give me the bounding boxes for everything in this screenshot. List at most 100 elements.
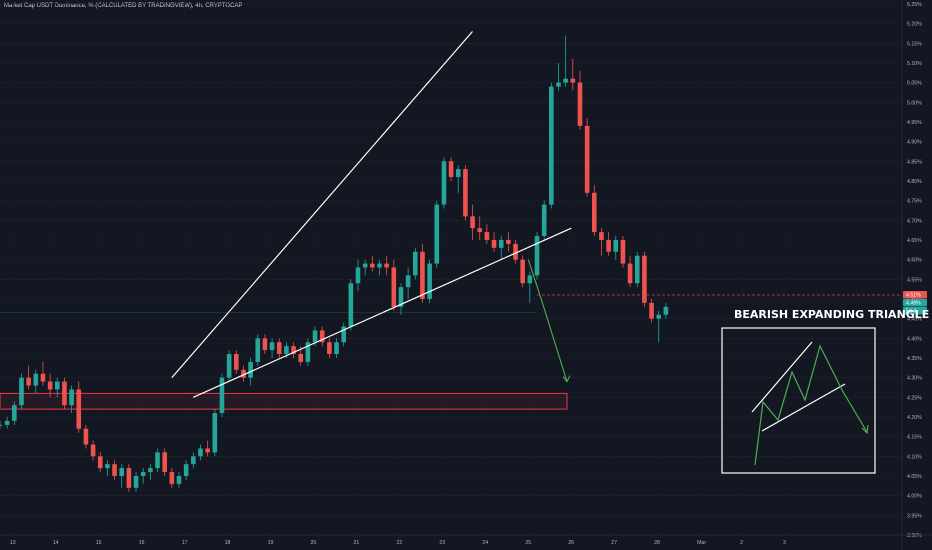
x-tick-label: 22	[396, 540, 402, 546]
candle	[541, 200, 547, 240]
candle-body	[405, 275, 411, 288]
y-axis: 5.25% 5.20% 5.15% 5.10% 5.05% 5.00% 4.95% 4.90%…	[901, 0, 922, 550]
candle-body	[649, 302, 654, 319]
candle-body	[570, 78, 576, 83]
candle-body	[441, 161, 447, 205]
x-tick-label: 25	[525, 540, 531, 546]
candle	[205, 440, 210, 457]
candle	[634, 251, 640, 288]
candle	[83, 424, 89, 449]
candle	[599, 228, 604, 256]
y-tick-label: 4.90%	[907, 140, 922, 146]
candle-body	[169, 472, 175, 484]
candle-body	[577, 82, 583, 126]
y-tick-label: 3.95%	[907, 513, 922, 519]
candle-body	[105, 464, 110, 469]
candle-body	[613, 239, 619, 252]
candle-body	[162, 452, 167, 473]
candle-body	[470, 216, 475, 229]
candle	[570, 59, 576, 91]
candle	[613, 236, 619, 260]
candle-body	[506, 239, 511, 244]
candle-body	[434, 204, 440, 264]
x-tick-label: 18	[225, 540, 231, 546]
candle	[162, 448, 167, 476]
candle	[506, 232, 511, 252]
candle	[327, 338, 332, 358]
price-tag-label: 4.51%	[906, 293, 921, 299]
support-zone	[0, 392, 568, 410]
candle-body	[412, 251, 418, 276]
x-tick-label: Mar	[697, 540, 706, 546]
price-tag-label: 5d 4	[906, 309, 916, 315]
candle-body	[90, 444, 96, 457]
candle	[441, 157, 447, 209]
candle	[563, 35, 568, 87]
support-zone-rect	[0, 392, 568, 410]
candle-body	[334, 342, 339, 355]
candle	[155, 448, 160, 473]
candle	[226, 350, 232, 382]
candle	[305, 338, 311, 366]
y-tick-label: 3.90%	[907, 533, 922, 539]
x-tick-label: 3	[783, 540, 786, 546]
candle-body	[563, 78, 568, 83]
y-tick-label: 5.25%	[907, 2, 922, 8]
candle-body	[226, 354, 232, 378]
inset-zigzag	[754, 344, 868, 466]
candle	[47, 373, 53, 398]
candle	[4, 416, 10, 429]
projection-arrow-head	[562, 375, 571, 383]
candle-body	[276, 342, 282, 355]
candle-body	[584, 125, 590, 193]
candle	[549, 82, 554, 209]
candle	[341, 322, 346, 347]
y-tick-label: 4.70%	[907, 218, 922, 224]
candle-body	[527, 275, 533, 284]
candle	[119, 464, 125, 488]
candle	[520, 255, 525, 288]
candle-body	[448, 161, 454, 178]
candle	[498, 236, 504, 260]
candle	[577, 70, 583, 130]
candle	[620, 236, 626, 268]
candle-body	[12, 405, 17, 421]
candle	[212, 409, 218, 457]
x-tick-label: 24	[482, 540, 488, 546]
x-tick-label: 23	[439, 540, 445, 546]
y-tick-label: 4.20%	[907, 415, 922, 421]
projection-arrow	[527, 259, 568, 382]
candle-body	[40, 373, 46, 382]
y-tick-label: 5.10%	[907, 61, 922, 67]
candle-body	[140, 472, 146, 476]
candle	[412, 247, 418, 280]
candle-body	[0, 424, 3, 426]
x-tick-label: 26	[568, 540, 574, 546]
inset-upper-line	[751, 341, 813, 413]
candle-body	[391, 267, 397, 307]
candle-body	[377, 263, 382, 268]
candle-body	[269, 342, 275, 351]
candle-body	[534, 236, 540, 276]
x-tick-label: 19	[268, 540, 274, 546]
y-tick-label: 4.45%	[907, 317, 922, 323]
y-tick-label: 4.75%	[907, 199, 922, 205]
y-tick-label: 5.20%	[907, 22, 922, 28]
candle-body	[291, 346, 296, 355]
candle-body	[183, 464, 189, 476]
y-tick-label: 4.55%	[907, 277, 922, 283]
x-tick-label: 17	[182, 540, 188, 546]
candle	[255, 334, 261, 366]
upper-trendline	[171, 31, 473, 379]
candle-body	[4, 420, 10, 425]
candle-body	[341, 326, 346, 343]
candle	[54, 377, 60, 398]
candle	[262, 334, 268, 355]
candle	[656, 310, 662, 343]
candle-body	[591, 192, 597, 233]
x-tick-label: 16	[139, 540, 145, 546]
y-tick-label: 4.00%	[907, 494, 922, 500]
y-tick-label: 5.05%	[907, 81, 922, 87]
y-tick-label: 5.00%	[907, 100, 922, 106]
